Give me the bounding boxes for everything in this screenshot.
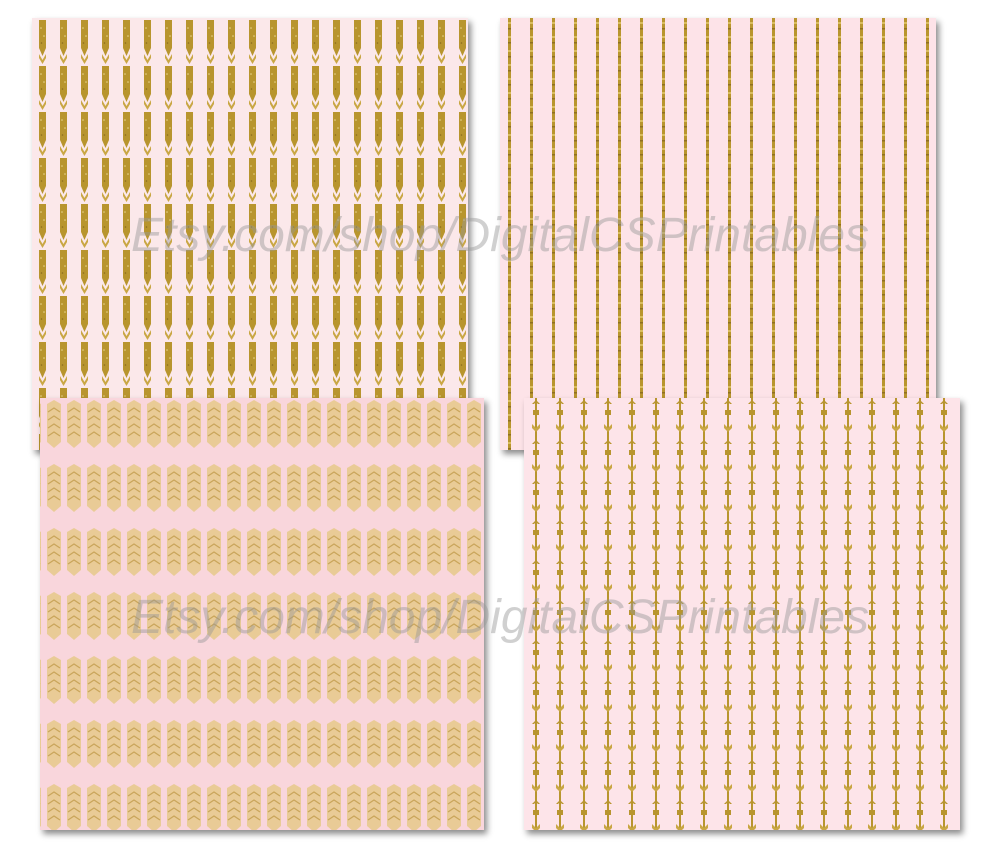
pattern-chevron-arrows bbox=[40, 398, 484, 830]
pattern-small-arrows bbox=[524, 398, 960, 830]
pattern-thin-stripes bbox=[500, 18, 936, 450]
pattern-arrow-stripes bbox=[32, 18, 468, 450]
paper-sheet-thin-stripes bbox=[500, 18, 936, 450]
paper-sheet-small-arrows bbox=[524, 398, 960, 830]
paper-sheet-chevron-arrows bbox=[40, 398, 484, 830]
paper-sheet-arrow-stripes bbox=[32, 18, 468, 450]
